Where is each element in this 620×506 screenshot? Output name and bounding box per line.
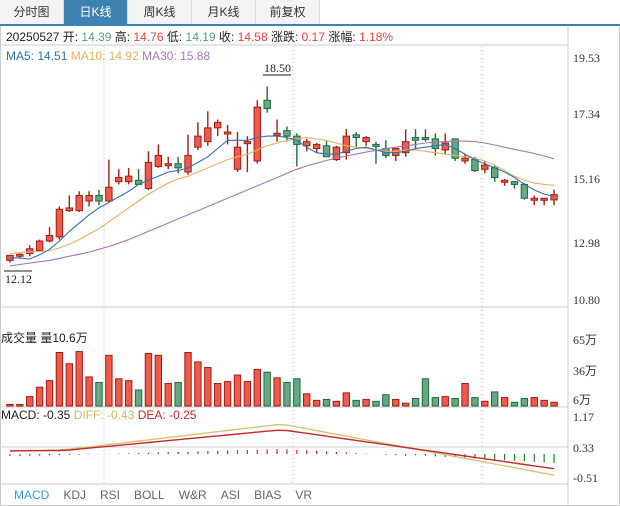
indicator-tab-macd[interactable]: MACD xyxy=(14,488,50,502)
low-value: 14.19 xyxy=(185,30,216,44)
macd-tick-2: -0.51 xyxy=(573,471,598,485)
price-tick-2: 15.16 xyxy=(573,172,600,186)
price-tick-0: 19.53 xyxy=(573,51,600,65)
low-label: 低: xyxy=(166,30,183,44)
close-value: 14.58 xyxy=(237,30,268,44)
open-label: 开: xyxy=(62,30,79,44)
volume-tick-0: 65万 xyxy=(573,333,598,347)
change-label: 涨跌: xyxy=(270,30,299,44)
indicator-tab-asi[interactable]: ASI xyxy=(220,488,241,502)
indicator-tab-kdj[interactable]: KDJ xyxy=(63,488,87,502)
macd-tick-0: 1.17 xyxy=(573,410,594,424)
svg-text:18.50: 18.50 xyxy=(264,61,291,75)
ma5-legend: MA5: 14.51 xyxy=(6,49,68,63)
diff-value: DIFF: -0.43 xyxy=(73,408,135,422)
indicator-tab-vr[interactable]: VR xyxy=(295,488,313,502)
pct-label: 涨幅: xyxy=(328,30,356,44)
ma10-legend: MA10: 14.92 xyxy=(70,49,139,63)
period-tabs: 分时图 日K线 周K线 月K线 前复权 xyxy=(0,0,620,26)
volume-title: 成交量 量10.6万 xyxy=(1,331,88,345)
price-tick-1: 17.34 xyxy=(573,107,600,121)
indicator-tab-wr[interactable]: W&R xyxy=(178,488,207,502)
indicator-tab-rsi[interactable]: RSI xyxy=(100,488,121,502)
volume-tick-2: 6万 xyxy=(573,393,592,407)
indicator-tab-bias[interactable]: BIAS xyxy=(254,488,282,502)
price-tick-3: 12.98 xyxy=(573,236,600,250)
high-value: 14.76 xyxy=(133,30,164,44)
indicator-tabs: MACD KDJ RSI BOLL W&R ASI BIAS VR xyxy=(14,488,312,502)
volume-tick-1: 36万 xyxy=(573,364,598,378)
open-value: 14.39 xyxy=(81,30,112,44)
ma-legend: MA5: 14.51 MA10: 14.92 MA30: 15.88 xyxy=(6,49,210,63)
pct-value: 1.18% xyxy=(359,30,394,44)
price-tick-4: 10.80 xyxy=(573,293,600,307)
macd-tick-1: 0.33 xyxy=(573,441,594,455)
change-value: 0.17 xyxy=(301,30,326,44)
dea-value: DEA: -0.25 xyxy=(137,408,197,422)
tab-monthly-k[interactable]: 月K线 xyxy=(192,0,256,24)
date: 20250527 xyxy=(6,30,60,44)
indicator-tab-boll[interactable]: BOLL xyxy=(134,488,165,502)
high-label: 高: xyxy=(114,30,131,44)
macd-legend: MACD: -0.35 DIFF: -0.43 DEA: -0.25 xyxy=(1,408,196,422)
tab-intraday[interactable]: 分时图 xyxy=(0,0,64,24)
tab-forward-adjusted[interactable]: 前复权 xyxy=(256,0,320,24)
close-label: 收: xyxy=(218,30,235,44)
ma30-legend: MA30: 15.88 xyxy=(142,49,211,63)
tab-weekly-k[interactable]: 周K线 xyxy=(128,0,192,24)
svg-text:12.12: 12.12 xyxy=(5,272,32,286)
ohlc-info-bar: 20250527 开: 14.39 高: 14.76 低: 14.19 收: 1… xyxy=(6,28,393,45)
macd-value: MACD: -0.35 xyxy=(1,408,71,422)
tab-daily-k[interactable]: 日K线 xyxy=(64,0,128,24)
